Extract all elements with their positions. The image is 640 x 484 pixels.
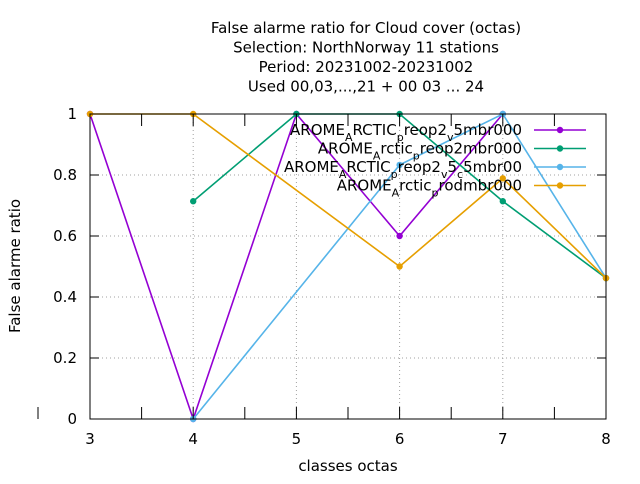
legend-label: AROMEArcticprodmbr000 <box>337 177 522 200</box>
title-line: Period: 20231002-20231002 <box>259 58 474 76</box>
legend-label-part: RCTIC <box>352 121 396 139</box>
y-tick-label: 0.2 <box>53 349 77 367</box>
legend-label-part: RCTIC <box>346 158 390 176</box>
legend-label-part: rodmbr000 <box>439 177 522 195</box>
data-point <box>396 232 403 240</box>
y-tick-label: 0.6 <box>53 227 77 245</box>
legend-label-part: 5mbr000 <box>454 121 522 139</box>
legend-entry: AROMEArcticpreop2mbr000 <box>318 140 586 163</box>
legend-label-part: c <box>457 168 463 181</box>
axis-ticks: 3 4 5 6 7 8 0 0.2 0.4 0.6 0.8 1 <box>37 105 611 448</box>
legend-label-part: A <box>373 150 381 163</box>
legend-sample-point <box>556 163 564 171</box>
y-tick-label: 0.4 <box>53 288 77 306</box>
x-tick-label: 7 <box>498 430 508 448</box>
legend-sample-point <box>556 126 564 134</box>
legend-label-part: p <box>397 131 404 144</box>
data-point <box>190 198 197 205</box>
legend-label-part: v <box>441 168 448 181</box>
x-tick-label: 5 <box>292 430 302 448</box>
legend-label-part: 5mbr00 <box>463 158 522 176</box>
y-tick-label: 0.8 <box>53 166 77 184</box>
legend-label: AROMEArcticpreop2mbr000 <box>318 140 522 163</box>
legend-label-part: A <box>345 131 353 144</box>
data-point <box>396 263 403 270</box>
legend-entry: AROMEARCTICpreop2v5c5mbr00 <box>284 158 586 181</box>
legend-entry: AROMEARCTICpreop2v5mbr000 <box>290 121 586 144</box>
legend-label: AROMEARCTICpreop2v5mbr000 <box>290 121 522 144</box>
legend-label-part: A <box>339 168 347 181</box>
title-line: False alarme ratio for Cloud cover (octa… <box>211 19 521 37</box>
title-line: Selection: NorthNorway 11 stations <box>233 39 499 57</box>
legend-label-part: AROME <box>337 177 392 195</box>
x-tick-label: 6 <box>395 430 405 448</box>
legend-label-part: rctic <box>380 140 412 158</box>
y-tick-label: 1 <box>67 105 77 123</box>
legend-label-part: p <box>391 168 398 181</box>
x-tick-label: 4 <box>188 430 198 448</box>
title-line: Used 00,03,...,21 + 00 03 ... 24 <box>248 78 484 96</box>
legend: AROMEARCTICpreop2v5mbr000AROMEArcticpreo… <box>284 121 586 200</box>
legend-label-part: rctic <box>399 177 431 195</box>
data-point <box>396 161 403 169</box>
legend-label-part: AROME <box>290 121 345 139</box>
legend-label-part: p <box>432 187 439 200</box>
legend-label-part: A <box>392 187 400 200</box>
legend-sample-point <box>556 145 564 152</box>
x-tick-label: 3 <box>85 430 95 448</box>
x-axis-label: classes octas <box>298 457 398 475</box>
x-tick-label: 8 <box>601 430 611 448</box>
y-tick-label: 0 <box>67 410 77 428</box>
series-line <box>192 112 607 420</box>
data-point <box>499 198 506 205</box>
legend-label-part: 5 <box>447 158 457 176</box>
legend-label-part: reop2 <box>398 158 441 176</box>
legend-label-part: p <box>413 150 420 163</box>
legend-label-part: reop2 <box>404 121 447 139</box>
legend-label-part: AROME <box>318 140 373 158</box>
chart-title: False alarme ratio for Cloud cover (octa… <box>211 19 521 96</box>
legend-label-part: reop2mbr000 <box>420 140 522 158</box>
legend-label: AROMEARCTICpreop2v5c5mbr00 <box>284 158 522 181</box>
legend-label-part: AROME <box>284 158 339 176</box>
legend-entry: AROMEArcticprodmbr000 <box>337 177 586 200</box>
legend-label-part: v <box>447 131 454 144</box>
legend-sample-point <box>556 182 564 189</box>
y-axis-label: False alarme ratio <box>6 199 24 333</box>
data-point <box>499 175 506 182</box>
